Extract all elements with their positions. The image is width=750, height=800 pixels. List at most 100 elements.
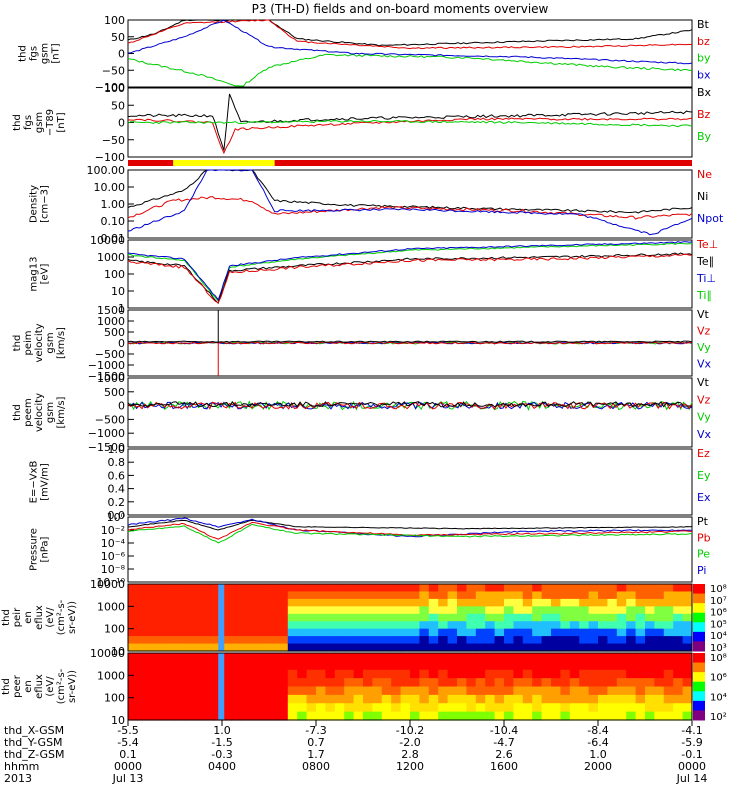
spectro-cell (607, 703, 618, 713)
spectro-cell (156, 621, 167, 630)
spectro-cell (626, 613, 637, 622)
spectro-cell (663, 606, 674, 615)
y-tick-label: 10⁻⁶ (101, 550, 126, 563)
spectro-cell (635, 703, 646, 713)
legend-entry: Pe (697, 548, 710, 561)
spectro-cell (560, 643, 571, 652)
spectro-cell (419, 636, 430, 645)
spectro-cell (184, 584, 195, 593)
y-tick-label: 10 (111, 285, 125, 298)
spectro-cell (494, 653, 505, 662)
legend-entry: Vx (697, 358, 712, 371)
spectro-cell (569, 653, 580, 662)
spectro-cell (128, 686, 138, 696)
panel-density: 100.00 10.00 1.00 0.10 0.01 Density [cm−3] Ne Ni… (29, 164, 724, 245)
spectro-cell (372, 703, 383, 713)
spectro-cell (551, 669, 561, 679)
spectro-cell (598, 678, 608, 688)
spectro-cell (391, 606, 402, 615)
spectro-cell (137, 591, 148, 600)
y-tick-label: −1000 (88, 427, 125, 440)
spectro-cell (466, 606, 477, 615)
spectro-cell (673, 678, 684, 688)
spectro-cell (588, 591, 599, 600)
spectro-cell (372, 643, 383, 652)
spectro-cell (607, 636, 618, 645)
spectro-cell (428, 628, 439, 637)
spectro-cell (344, 628, 355, 637)
x-row-label: thd_X-GSM (4, 724, 64, 737)
spectro-cell (494, 613, 505, 622)
y-tick-label: 100 (104, 692, 125, 705)
plot-title: P3 (TH-D) fields and on-board moments ov… (252, 2, 549, 16)
spectro-cell (626, 653, 637, 662)
spectro-cell (193, 653, 204, 662)
spectro-cell (353, 628, 364, 637)
x-tick-label: 1.0 (213, 724, 231, 737)
spectro-cell (541, 584, 552, 593)
spectro-cell (663, 711, 674, 721)
spectro-cell (447, 591, 458, 600)
spectro-cell (316, 598, 326, 607)
spectro-cell (325, 613, 336, 622)
spectro-cell (532, 653, 543, 662)
spectro-cell (146, 661, 157, 671)
spectro-cell (400, 694, 411, 704)
spectro-cell (156, 694, 167, 704)
panel-frame (127, 583, 693, 652)
legend-entry: Bz (697, 108, 711, 121)
colorbar-band (693, 691, 705, 702)
spectro-cell (466, 584, 477, 593)
series-pi (127, 517, 693, 538)
spectro-cell (475, 686, 486, 696)
legend-entry: Vt (697, 376, 710, 389)
spectro-cell (222, 598, 232, 607)
spectro-cell (137, 621, 148, 630)
spectro-cell (306, 694, 317, 704)
spectro-cell (569, 584, 580, 593)
spectro-cell (156, 686, 167, 696)
spectro-cell (334, 678, 345, 688)
spectro-cell (532, 686, 543, 696)
spectro-cell (607, 598, 618, 607)
spectro-cell (212, 711, 223, 721)
y-tick-label: −500 (95, 413, 125, 426)
x-tick-label: 2000 (584, 760, 612, 773)
spectro-cell (175, 653, 185, 662)
spectro-cell (504, 678, 514, 688)
series-dby (127, 119, 693, 128)
y-tick-label: 10000 (90, 647, 125, 660)
spectro-cell (579, 694, 590, 704)
spectro-cell (588, 653, 599, 662)
colorbar-tick-label: 10⁴ (710, 692, 727, 703)
spectro-cell (541, 628, 552, 637)
spectro-cell (391, 628, 402, 637)
spectro-cell (222, 584, 232, 593)
spectro-cell (175, 598, 185, 607)
spectro-cell (654, 636, 665, 645)
spectro-cell (428, 694, 439, 704)
spectro-cusp (218, 584, 225, 651)
spectro-cell (504, 598, 514, 607)
spectro-cell (184, 703, 195, 713)
spectro-cell (381, 711, 392, 721)
spectro-cell (193, 613, 204, 622)
spectro-cell (663, 628, 674, 637)
spectro-cell (682, 628, 693, 637)
spectro-cell (494, 661, 505, 671)
spectro-cell (607, 661, 618, 671)
y-axis-label-line: sr-eV)) (67, 601, 78, 634)
y-tick-label: 500 (104, 326, 125, 339)
spectro-cell (278, 606, 289, 615)
spectro-cell (513, 591, 524, 600)
spectro-cell (494, 678, 505, 688)
spectro-cell (410, 598, 420, 607)
spectro-cell (645, 686, 655, 696)
spectro-cell (532, 703, 543, 713)
spectro-cell (325, 669, 336, 679)
spectro-cell (475, 591, 486, 600)
spectro-cell (184, 628, 195, 637)
spectro-cell (250, 669, 261, 679)
spectro-cell (588, 613, 599, 622)
